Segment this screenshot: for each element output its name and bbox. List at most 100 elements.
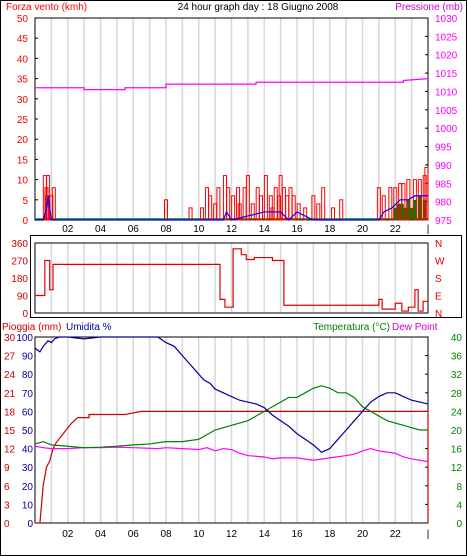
wind-bar bbox=[204, 187, 209, 221]
pressure-tick-label: 990 bbox=[435, 161, 452, 172]
hour-tick-label: 08 bbox=[160, 529, 172, 540]
hour-tick-label: 02 bbox=[62, 224, 74, 235]
hour-tick-label: 04 bbox=[95, 224, 107, 235]
humidity-line bbox=[34, 336, 429, 454]
wind-bar bbox=[51, 187, 56, 221]
hour-tick-label: 10 bbox=[193, 224, 205, 235]
wind-bar bbox=[231, 195, 236, 221]
hour-tick-label: 16 bbox=[291, 529, 303, 540]
pressure-tick-label: 995 bbox=[435, 143, 452, 154]
temperature-tick-label: 28 bbox=[451, 389, 463, 400]
temperature-tick-label: 4 bbox=[456, 500, 462, 511]
direction-tick-label: 90 bbox=[17, 292, 29, 303]
compass-tick-label: E bbox=[435, 292, 442, 303]
wind-tick-label: 45 bbox=[17, 34, 29, 45]
wind-bar bbox=[226, 187, 231, 221]
pressure-tick-label: 1005 bbox=[435, 106, 458, 117]
rain-tick-label: 24 bbox=[4, 370, 16, 381]
direction-tick-label: 0 bbox=[22, 309, 28, 320]
rain-tick-label: 3 bbox=[4, 500, 10, 511]
humidity-tick-label: 90 bbox=[22, 352, 34, 363]
temperature-tick-label: 20 bbox=[451, 426, 463, 437]
wind-tick-label: 25 bbox=[17, 115, 29, 126]
plot-area-border bbox=[34, 242, 429, 314]
temperature-tick-label: 16 bbox=[451, 445, 463, 456]
temperature-tick-label: 0 bbox=[456, 519, 462, 530]
hour-tick-label: 06 bbox=[128, 224, 140, 235]
temperature-tick-label: 12 bbox=[451, 463, 463, 474]
rain-tick-label: 9 bbox=[4, 463, 10, 474]
wind-bar bbox=[188, 207, 193, 221]
wind-bar bbox=[250, 203, 255, 221]
temperature-tick-label: 36 bbox=[451, 352, 463, 363]
humidity-axis-label: Umidita % bbox=[66, 322, 112, 333]
temperature-tick-label: 24 bbox=[451, 407, 463, 418]
green-bar bbox=[393, 207, 398, 220]
hour-tick-label: 22 bbox=[390, 529, 402, 540]
pressure-tick-label: 1030 bbox=[435, 14, 458, 25]
pressure-tick-label: 1015 bbox=[435, 69, 458, 80]
wind-tick-label: 35 bbox=[17, 75, 29, 86]
hour-tick-label: 06 bbox=[128, 529, 140, 540]
rain-line bbox=[35, 410, 429, 524]
rain-tick-label: 21 bbox=[4, 389, 16, 400]
pressure-tick-label: 975 bbox=[435, 216, 452, 227]
rain-tick-label: 0 bbox=[4, 519, 10, 530]
pressure-tick-label: 1020 bbox=[435, 51, 458, 62]
rain-axis-label: Pioggia (mm) bbox=[2, 322, 61, 333]
pressure-tick-label: 1000 bbox=[435, 124, 458, 135]
direction-tick-label: 270 bbox=[11, 257, 28, 268]
wind-tick-label: 30 bbox=[17, 95, 29, 106]
humidity-tick-label: 20 bbox=[22, 482, 34, 493]
hour-tick-label: 12 bbox=[226, 529, 238, 540]
pressure-tick-label: 1025 bbox=[435, 32, 458, 43]
hour-tick-label: 14 bbox=[259, 529, 271, 540]
hour-tick-label: 18 bbox=[324, 224, 336, 235]
wind-bar bbox=[285, 195, 290, 221]
compass-tick-label: N bbox=[435, 239, 442, 250]
green-bar bbox=[412, 199, 417, 220]
hour-tick-label: 20 bbox=[357, 529, 369, 540]
wind-bar bbox=[242, 187, 247, 221]
wind-bar bbox=[216, 187, 221, 221]
wind-bar bbox=[237, 203, 242, 221]
wind-axis-label: Forza vento (kmh) bbox=[6, 2, 87, 13]
rain-tick-label: 6 bbox=[4, 482, 10, 493]
humidity-tick-label: 60 bbox=[22, 407, 34, 418]
temperature-axis-label: Temperatura (°C) bbox=[313, 322, 390, 333]
wind-bar bbox=[255, 187, 260, 221]
rain-tick-label: 12 bbox=[4, 445, 16, 456]
wind-bar bbox=[417, 179, 422, 221]
humidity-tick-label: 50 bbox=[22, 426, 34, 437]
temperature-tick-label: 40 bbox=[451, 333, 463, 344]
humidity-tick-label: 100 bbox=[16, 333, 33, 344]
wind-bar bbox=[401, 183, 406, 221]
wind-bar bbox=[291, 195, 296, 221]
hour-tick-label: | bbox=[427, 224, 430, 235]
dewpoint-axis-label: Dew Point bbox=[392, 322, 438, 333]
green-bar bbox=[409, 207, 414, 220]
pressure-tick-label: 985 bbox=[435, 179, 452, 190]
green-bar bbox=[406, 199, 411, 220]
wind-tick-label: 20 bbox=[17, 135, 29, 146]
wind-bar bbox=[321, 187, 326, 221]
wind-tick-label: 15 bbox=[17, 155, 29, 166]
hour-tick-label: 10 bbox=[193, 529, 205, 540]
pressure-axis-label: Pressione (mb) bbox=[395, 2, 463, 13]
wind-bar bbox=[200, 207, 205, 221]
wind-bar bbox=[273, 187, 278, 221]
direction-tick-label: 360 bbox=[11, 239, 28, 250]
humidity-tick-label: 70 bbox=[22, 389, 34, 400]
wind-bar bbox=[424, 166, 429, 221]
temperature-tick-label: 32 bbox=[451, 370, 463, 381]
compass-tick-label: S bbox=[435, 274, 442, 285]
wind-bar bbox=[208, 195, 213, 221]
hour-tick-label: 02 bbox=[62, 529, 74, 540]
rain-tick-label: 15 bbox=[4, 426, 16, 437]
wind-bar bbox=[316, 203, 321, 221]
temperature-tick-label: 8 bbox=[456, 482, 462, 493]
direction-tick-label: 180 bbox=[11, 274, 28, 285]
wind-bar bbox=[303, 207, 308, 221]
hour-tick-label: 18 bbox=[324, 529, 336, 540]
